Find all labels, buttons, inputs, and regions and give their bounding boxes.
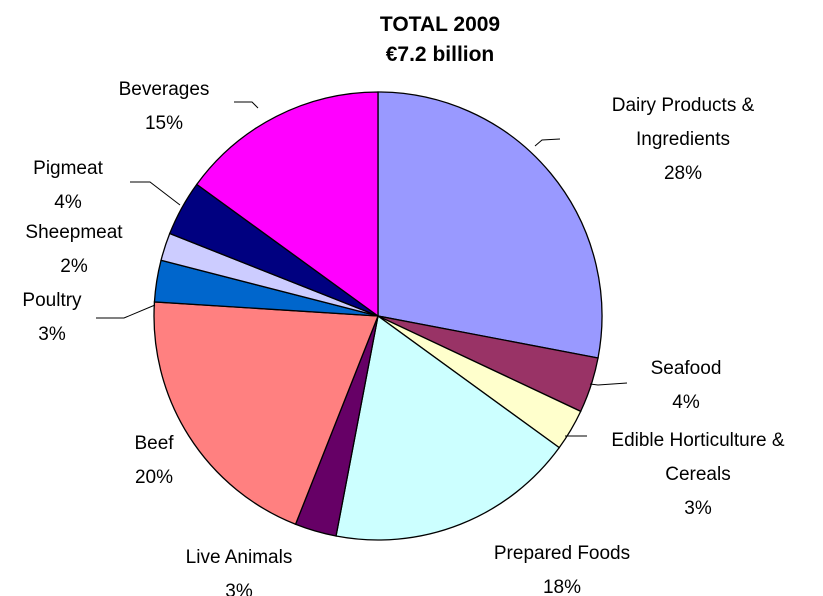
label-text: Dairy Products & bbox=[612, 95, 755, 116]
label-percent: 3% bbox=[38, 324, 66, 345]
leader-line-poultry bbox=[96, 304, 156, 319]
label-edible-horticulture-cereals: Edible Horticulture & Cereals 3% bbox=[611, 430, 785, 519]
chart-subtitle: €7.2 billion bbox=[386, 43, 495, 66]
label-percent: 3% bbox=[684, 498, 712, 519]
label-live-animals: Live Animals 3% bbox=[186, 547, 293, 596]
label-beef: Beef 20% bbox=[134, 433, 174, 488]
label-text: Edible Horticulture & bbox=[611, 430, 785, 451]
leader-line-beverages bbox=[234, 101, 259, 109]
label-percent: 4% bbox=[672, 392, 700, 413]
label-percent: 3% bbox=[225, 581, 253, 596]
leader-line-pigmeat bbox=[130, 181, 181, 206]
label-percent: 28% bbox=[664, 163, 702, 184]
label-beverages: Beverages 15% bbox=[119, 79, 210, 134]
label-percent: 2% bbox=[60, 256, 88, 277]
label-text: Cereals bbox=[665, 464, 730, 485]
label-dairy-products-ingredients: Dairy Products & Ingredients 28% bbox=[612, 95, 755, 184]
label-percent: 18% bbox=[543, 577, 581, 596]
label-text: Poultry bbox=[22, 290, 82, 311]
label-percent: 4% bbox=[54, 192, 82, 213]
label-text: Beef bbox=[134, 433, 174, 454]
pie-slices bbox=[153, 91, 603, 541]
label-pigmeat: Pigmeat 4% bbox=[33, 158, 103, 213]
leader-line-dairy-products-ingredients bbox=[534, 138, 561, 147]
label-percent: 20% bbox=[135, 467, 173, 488]
label-prepared-foods: Prepared Foods 18% bbox=[494, 543, 630, 596]
chart-title: TOTAL 2009 bbox=[380, 13, 500, 36]
label-text: Ingredients bbox=[636, 129, 730, 150]
label-text: Prepared Foods bbox=[494, 543, 630, 564]
slice-dairy-products-ingredients bbox=[377, 91, 603, 359]
slice-prepared-foods bbox=[335, 314, 561, 541]
label-poultry: Poultry 3% bbox=[22, 290, 82, 345]
label-text: Seafood bbox=[651, 358, 722, 379]
label-percent: 15% bbox=[145, 113, 183, 134]
slice-labels: Dairy Products & Ingredients 28% Seafood 4% E… bbox=[22, 79, 784, 596]
label-sheepmeat: Sheepmeat 2% bbox=[25, 222, 123, 277]
label-text: Pigmeat bbox=[33, 158, 103, 179]
leader-lines bbox=[96, 101, 628, 437]
slice-beverages bbox=[195, 91, 379, 318]
label-text: Beverages bbox=[119, 79, 210, 100]
slice-beef bbox=[153, 301, 379, 526]
leader-line-seafood bbox=[589, 382, 628, 386]
label-seafood: Seafood 4% bbox=[651, 358, 722, 413]
label-text: Live Animals bbox=[186, 547, 293, 568]
label-text: Sheepmeat bbox=[25, 222, 123, 243]
